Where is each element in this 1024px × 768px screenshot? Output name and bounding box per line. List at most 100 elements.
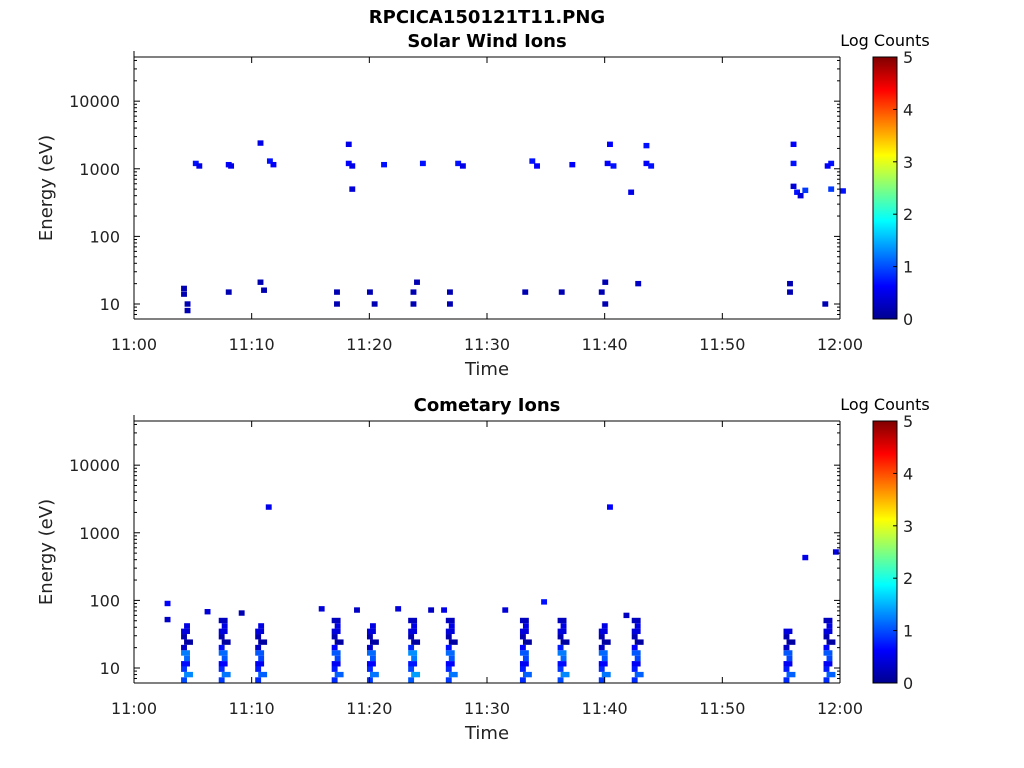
heatmap-cell — [534, 163, 540, 169]
heatmap-cell — [445, 677, 452, 683]
heatmap-cell — [218, 661, 228, 667]
heatmap-cell — [783, 677, 790, 683]
heatmap-cell — [557, 628, 567, 635]
heatmap-cell — [366, 666, 373, 672]
heatmap-cell — [598, 289, 605, 295]
heatmap-cell — [557, 677, 564, 683]
heatmap-cell — [446, 289, 453, 295]
heatmap-cell — [410, 289, 417, 295]
heatmap-cell — [196, 163, 203, 169]
heatmap-cell — [408, 628, 418, 635]
heatmap-cell — [598, 661, 608, 667]
x-tick-label: 11:10 — [229, 699, 275, 718]
heatmap-cell — [832, 549, 839, 555]
heatmap-cell — [631, 644, 638, 651]
y-tick-label: 1000 — [79, 160, 120, 179]
heatmap-cell — [255, 661, 265, 667]
heatmap-cell — [787, 289, 793, 295]
heatmap-cell — [218, 650, 228, 656]
heatmap-cell — [366, 661, 376, 667]
heatmap-cell — [334, 671, 344, 678]
heatmap-cell — [369, 671, 379, 678]
heatmap-cell — [257, 279, 264, 285]
heatmap-cell — [395, 606, 402, 612]
heatmap-cell — [522, 289, 529, 295]
heatmap-cell — [824, 163, 831, 169]
x-tick-label: 11:10 — [229, 335, 275, 354]
heatmap-cell — [445, 661, 455, 667]
heatmap-cell — [408, 661, 418, 667]
heatmap-cell — [349, 186, 356, 192]
heatmap-cell — [522, 655, 529, 662]
heatmap-cell — [455, 160, 462, 167]
heatmap-cell — [794, 189, 801, 195]
heatmap-cell — [541, 599, 548, 605]
heatmap-cell — [560, 639, 570, 645]
heatmap-cell — [255, 634, 262, 640]
heatmap-cell — [184, 655, 190, 662]
heatmap-cell — [221, 639, 231, 645]
heatmap-cell — [258, 655, 265, 662]
x-axis-label: Time — [464, 359, 509, 380]
heatmap-cell — [441, 607, 448, 613]
heatmap-cell — [181, 661, 190, 667]
x-tick-label: 11:00 — [111, 335, 157, 354]
heatmap-cell — [408, 617, 418, 624]
heatmap-cell — [823, 617, 833, 624]
colorbar-label-cometary: Log Counts — [840, 395, 930, 414]
heatmap-cell — [783, 634, 790, 640]
heatmap-cell — [557, 634, 564, 640]
heatmap-cell — [557, 661, 567, 667]
heatmap-cell — [331, 617, 341, 624]
heatmap-cell — [558, 289, 565, 295]
heatmap-cell — [381, 161, 387, 168]
y-tick-label: 10 — [100, 295, 120, 314]
heatmap-cell — [331, 661, 341, 667]
heatmap-cell — [184, 623, 190, 629]
y-tick-label: 10 — [100, 659, 120, 678]
heatmap-cell — [826, 671, 836, 678]
heatmap-cell — [270, 161, 277, 168]
heatmap-cell — [598, 677, 605, 683]
heatmap-cell — [631, 677, 638, 683]
heatmap-cell — [519, 617, 529, 624]
heatmap-cell — [445, 666, 452, 672]
colorbar-tick-label: 0 — [903, 674, 913, 693]
heatmap-cell — [797, 192, 804, 199]
heatmap-cell — [519, 666, 526, 672]
heatmap-cell — [790, 183, 797, 190]
heatmap-cell — [560, 671, 570, 678]
heatmap-cell — [181, 644, 187, 651]
heatmap-cell — [631, 661, 641, 667]
heatmap-cell — [569, 161, 576, 168]
heatmap-cell — [192, 160, 199, 167]
heatmap-cell — [331, 644, 338, 651]
heatmap-cell — [258, 639, 268, 645]
heatmap-cell — [557, 644, 564, 651]
heatmap-cell — [184, 307, 191, 314]
heatmap-cell — [823, 634, 830, 640]
x-tick-label: 11:30 — [464, 699, 510, 718]
heatmap-cell — [366, 650, 376, 656]
heatmap-cell — [228, 163, 235, 169]
colorbar-tick-label: 4 — [903, 100, 913, 119]
heatmap-cell — [519, 628, 529, 635]
x-tick-label: 11:50 — [699, 699, 745, 718]
heatmap-cell — [445, 617, 455, 624]
heatmap-cell — [255, 644, 262, 651]
heatmap-cell — [225, 289, 232, 295]
x-tick-label: 11:50 — [699, 335, 745, 354]
heatmap-cell — [822, 301, 829, 307]
heatmap-cell — [419, 160, 426, 167]
heatmap-cell — [369, 623, 376, 629]
heatmap-cell — [529, 158, 536, 164]
heatmap-cell — [181, 634, 187, 640]
x-tick-label: 12:00 — [817, 699, 863, 718]
heatmap-cell — [255, 650, 265, 656]
heatmap-cell — [448, 671, 458, 678]
colorbar-tick-label: 2 — [903, 205, 913, 224]
heatmap-cell — [255, 628, 265, 635]
heatmap-cell — [634, 639, 644, 645]
heatmap-cell — [411, 639, 421, 645]
heatmap-cell — [334, 289, 340, 295]
